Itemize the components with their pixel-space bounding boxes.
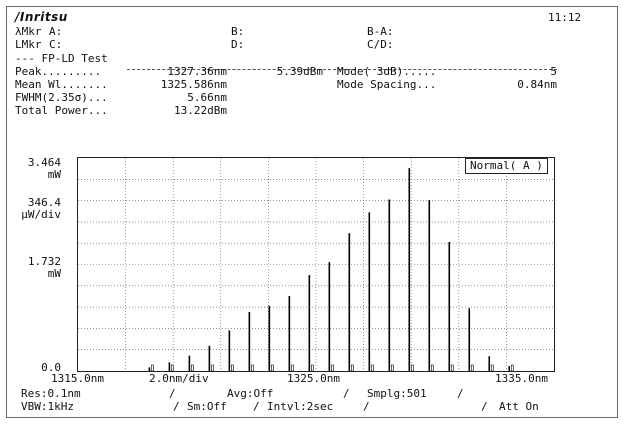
marker-a: A: [49,25,63,38]
peak-wavelength: 1327.36nm [167,65,227,78]
mode-marker [311,364,314,371]
interval-setting: Intvl:2sec [267,400,334,413]
mode-marker [391,364,394,371]
slash-2: / [343,387,350,400]
slash-4: / [173,400,180,413]
resolution-setting: Res:0.1nm [21,387,81,400]
marker-d: D: [231,38,245,51]
attenuator-setting: Att On [499,400,539,413]
marker-b-minus-a: B-A: [367,25,394,38]
y-div-value: 346.4 [27,196,61,209]
x-start-value: 1315.0nm [51,372,104,385]
y-mid-unit: mW [47,267,61,280]
sampling-setting: Smplg:501 [367,387,427,400]
fwhm-value: 5.66nm [187,91,227,104]
mode-marker [151,364,154,371]
mode-marker [351,364,354,371]
section-divider [127,69,557,70]
fwhm-label: FWHM(2.35σ)... [15,91,108,104]
smoothing-setting: Sm:Off [187,400,227,413]
y-mid-value: 1.732 [27,255,61,268]
peak-label: Peak......... [15,65,102,78]
display-mode-badge: Normal( A ) [465,158,548,174]
mode-spacing-label: Mode Spacing... [337,78,437,91]
mode-marker [430,364,434,371]
mode-marker [331,364,334,371]
mode-marker [371,364,374,371]
mode-marker [410,364,414,371]
mode-marker [211,364,214,371]
mode-marker [251,364,254,371]
marker-c: C: [49,38,63,51]
x-per-division: 2.0nm/div [149,372,209,385]
slash-3: / [457,387,464,400]
averaging-setting: Avg:Off [227,387,274,400]
slash-6: / [363,400,370,413]
x-end-value: 1335.0nm [495,372,548,385]
mode-marker [171,364,174,371]
y-top-value: 3.464 [27,156,61,169]
total-power: 13.22dBm [174,104,227,117]
wavelength-marker-label: λMkr [15,25,42,38]
marker-b: B: [231,25,245,38]
y-div-unit: μW/div [21,208,61,221]
slash-5: / [253,400,260,413]
mode-marker [271,364,274,371]
mode-marker [450,364,454,371]
mode-marker [191,364,194,371]
spectrum-plot [77,157,555,372]
mode-spacing: 0.84nm [517,78,557,91]
analyzer-screen: /Inritsu 11:12 λMkr A: B: B-A: LMkr C: D… [6,6,618,418]
vbw-setting: VBW:1kHz [21,400,74,413]
mode-label: Mode( 3dB)..... [337,65,437,78]
test-title: --- FP-LD Test [15,52,108,65]
slash-1: / [169,387,176,400]
anritsu-logo: /Inritsu [15,10,68,24]
peak-level: 5.39dBm [276,65,323,78]
mean-wavelength: 1325.586nm [160,78,227,91]
x-center-value: 1325.0nm [287,372,340,385]
y-zero-value: 0.0 [41,361,61,374]
y-top-unit: mW [47,168,61,181]
marker-c-over-d: C/D: [367,38,394,51]
mode-marker [510,364,514,371]
mean-wavelength-label: Mean Wl....... [15,78,108,91]
level-marker-label: LMkr [15,38,42,51]
mode-count: 5 [550,65,557,78]
slash-7: / [481,400,488,413]
clock: 11:12 [548,11,582,24]
spectrum-svg [78,158,554,371]
mode-marker [231,364,234,371]
mode-marker [291,364,294,371]
total-power-label: Total Power... [15,104,108,117]
mode-marker [490,364,494,371]
mode-marker [470,364,474,371]
